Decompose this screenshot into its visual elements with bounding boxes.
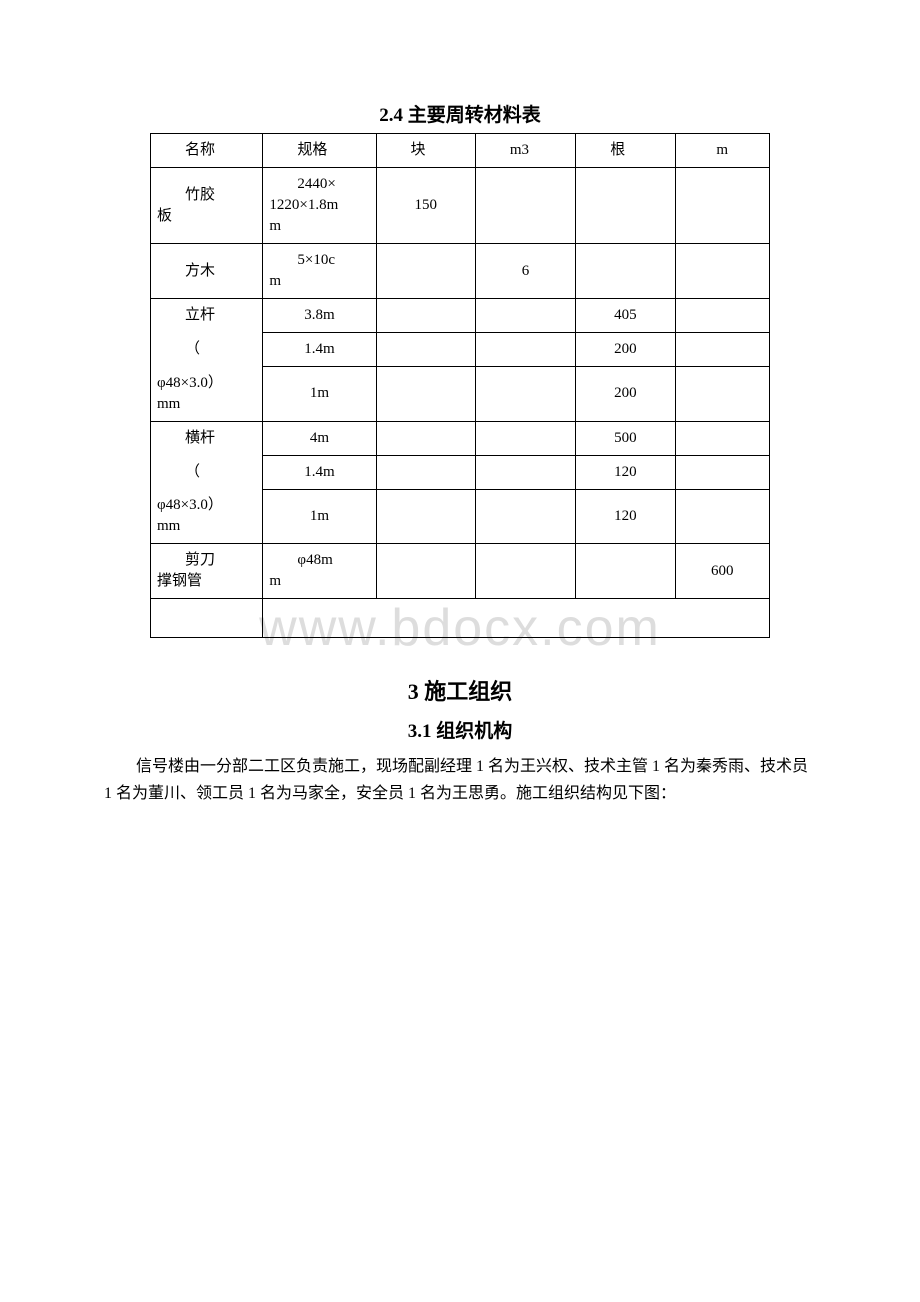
- cell-kuai: [376, 333, 475, 367]
- cell-m3: [475, 168, 575, 244]
- cell-name: φ48×3.0）mm: [151, 367, 263, 422]
- cell-m3: [475, 367, 575, 422]
- cell-kuai: [376, 367, 475, 422]
- header-cell: m3: [475, 134, 575, 168]
- cell-kuai: [376, 489, 475, 544]
- cell-m3: [475, 421, 575, 455]
- cell-empty: [263, 599, 770, 638]
- cell-spec: 2440×1220×1.8mm: [263, 168, 376, 244]
- cell-name: 横杆: [151, 421, 263, 455]
- table-row: φ48×3.0）mm 1m 120: [151, 489, 770, 544]
- header-cell: 名称: [151, 134, 263, 168]
- cell-m3: 6: [475, 244, 575, 299]
- cell-spec: 1.4m: [263, 333, 376, 367]
- cell-name: φ48×3.0）mm: [151, 489, 263, 544]
- cell-gen: 405: [576, 299, 675, 333]
- cell-name: 立杆: [151, 299, 263, 333]
- table-row: 方木 5×10cm 6: [151, 244, 770, 299]
- cell-spec: 5×10cm: [263, 244, 376, 299]
- cell-m3: [475, 299, 575, 333]
- cell-kuai: [376, 455, 475, 489]
- table-row: 立杆 3.8m 405: [151, 299, 770, 333]
- table-title: 2.4 主要周转材料表: [100, 100, 820, 127]
- cell-name: （: [151, 455, 263, 489]
- table-row: （ 1.4m 200: [151, 333, 770, 367]
- header-cell: m: [675, 134, 769, 168]
- chapter-paragraph: 信号楼由一分部二工区负责施工，现场配副经理 1 名为王兴权、技术主管 1 名为秦…: [104, 753, 816, 807]
- cell-m: [675, 299, 769, 333]
- cell-kuai: [376, 544, 475, 599]
- cell-m: [675, 244, 769, 299]
- cell-m: [675, 455, 769, 489]
- cell-name: 竹胶板: [151, 168, 263, 244]
- cell-gen: 500: [576, 421, 675, 455]
- cell-gen: 200: [576, 367, 675, 422]
- cell-name: 方木: [151, 244, 263, 299]
- table-row: 竹胶板 2440×1220×1.8mm 150: [151, 168, 770, 244]
- cell-m: 600: [675, 544, 769, 599]
- cell-m3: [475, 489, 575, 544]
- cell-m: [675, 489, 769, 544]
- cell-spec: 1.4m: [263, 455, 376, 489]
- header-cell: 规格: [263, 134, 376, 168]
- table-row-empty: [151, 599, 770, 638]
- chapter-subtitle: 3.1 组织机构: [100, 716, 820, 743]
- cell-kuai: 150: [376, 168, 475, 244]
- cell-kuai: [376, 421, 475, 455]
- cell-spec: 1m: [263, 367, 376, 422]
- cell-gen: [576, 544, 675, 599]
- cell-kuai: [376, 299, 475, 333]
- header-cell: 根: [576, 134, 675, 168]
- cell-gen: 120: [576, 455, 675, 489]
- chapter-title: 3 施工组织: [100, 674, 820, 706]
- cell-m3: [475, 333, 575, 367]
- cell-gen: 120: [576, 489, 675, 544]
- cell-m: [675, 168, 769, 244]
- cell-spec: 4m: [263, 421, 376, 455]
- cell-gen: [576, 244, 675, 299]
- cell-name: 剪刀撑钢管: [151, 544, 263, 599]
- cell-m3: [475, 544, 575, 599]
- table-row: 剪刀撑钢管 φ48mm 600: [151, 544, 770, 599]
- table-header-row: 名称 规格 块 m3 根 m: [151, 134, 770, 168]
- cell-spec: 3.8m: [263, 299, 376, 333]
- cell-empty: [151, 599, 263, 638]
- cell-m: [675, 367, 769, 422]
- table-row: （ 1.4m 120: [151, 455, 770, 489]
- header-cell: 块: [376, 134, 475, 168]
- cell-spec: φ48mm: [263, 544, 376, 599]
- page-content: 2.4 主要周转材料表 名称 规格 块 m3 根 m 竹胶板 2440×1220…: [0, 0, 920, 807]
- cell-spec: 1m: [263, 489, 376, 544]
- materials-table: 名称 规格 块 m3 根 m 竹胶板 2440×1220×1.8mm 150 方…: [150, 133, 770, 638]
- table-row: φ48×3.0）mm 1m 200: [151, 367, 770, 422]
- cell-name: （: [151, 333, 263, 367]
- cell-kuai: [376, 244, 475, 299]
- cell-m: [675, 333, 769, 367]
- cell-m3: [475, 455, 575, 489]
- cell-gen: 200: [576, 333, 675, 367]
- cell-gen: [576, 168, 675, 244]
- cell-m: [675, 421, 769, 455]
- table-row: 横杆 4m 500: [151, 421, 770, 455]
